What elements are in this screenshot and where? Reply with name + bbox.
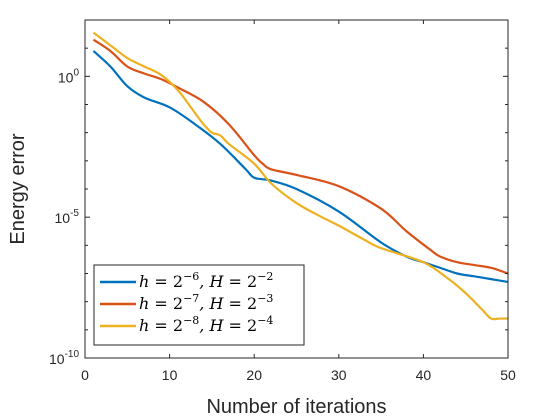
legend-part-eq2: = 2 [223, 316, 257, 335]
x-tick-label: 10 [162, 367, 178, 383]
y-tick-base: 10 [49, 351, 65, 367]
legend-part-eq: = 2 [149, 316, 183, 335]
series-line-3 [92, 31, 508, 321]
y-tick-label: 10-5 [55, 208, 80, 226]
series-line-2 [92, 38, 509, 275]
legend-part-eq2: = 2 [223, 272, 257, 291]
series-line-1 [92, 50, 509, 284]
legend-part-H: , H [199, 272, 224, 291]
x-tick-label: 40 [416, 367, 432, 383]
legend-part-eq2: = 2 [223, 294, 257, 313]
legend-entry-2: h = 2−7, H = 2−3 [139, 292, 273, 313]
legend-part-h: h [139, 272, 149, 291]
legend-part-h: h [139, 294, 149, 313]
x-tick-label: 30 [331, 367, 347, 383]
y-axis-title: Energy error [7, 133, 29, 244]
y-tick-exponent: 0 [73, 67, 79, 78]
legend-part-hexp: −7 [183, 292, 199, 305]
legend-part-eq: = 2 [149, 294, 183, 313]
legend-part-eq: = 2 [149, 272, 183, 291]
legend-part-Hexp: −4 [257, 314, 273, 327]
legend-part-hexp: −8 [183, 314, 199, 327]
legend-entry-3: h = 2−8, H = 2−4 [139, 314, 273, 335]
legend-part-Hexp: −3 [257, 292, 273, 305]
x-tick-label: 20 [246, 367, 262, 383]
legend-part-hexp: −6 [183, 270, 199, 283]
series-layer [92, 31, 509, 321]
y-tick-label: 100 [58, 67, 80, 85]
legend-part-Hexp: −2 [257, 270, 273, 283]
legend-part-H: , H [199, 316, 224, 335]
legend-part-H: , H [199, 294, 224, 313]
y-tick-base: 10 [55, 210, 71, 226]
legend-entry-1: h = 2−6, H = 2−2 [139, 270, 273, 291]
x-ticks: 0 10 20 30 40 50 [81, 20, 516, 383]
legend-part-h: h [139, 316, 149, 335]
y-tick-base: 10 [58, 69, 74, 85]
y-tick-exponent: -10 [65, 349, 80, 360]
x-tick-label: 0 [81, 367, 89, 383]
y-tick-exponent: -5 [70, 208, 79, 219]
legend: h = 2−6, H = 2−2h = 2−7, H = 2−3h = 2−8,… [93, 264, 305, 346]
x-tick-label: 50 [500, 367, 516, 383]
y-tick-label: 10-10 [49, 349, 79, 367]
x-axis-title: Number of iterations [206, 396, 386, 418]
